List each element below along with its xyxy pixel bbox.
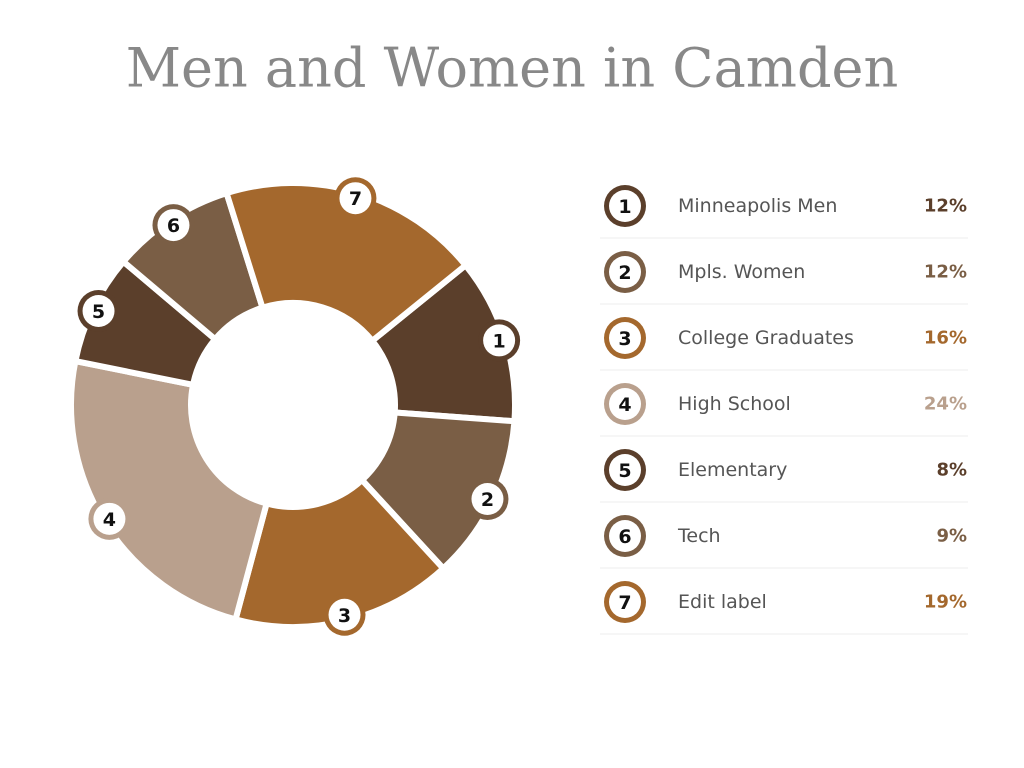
badge-number: 2 xyxy=(481,489,494,511)
badge xyxy=(609,388,641,420)
donut-segment xyxy=(68,357,271,624)
badge-number: 6 xyxy=(167,215,180,237)
legend-label: College Graduates xyxy=(678,327,854,349)
badge-number: 3 xyxy=(338,605,351,627)
badge xyxy=(93,502,126,535)
legend-value: 12% xyxy=(924,196,967,217)
legend-label: Elementary xyxy=(678,459,787,481)
legend-label: Edit label xyxy=(678,591,767,613)
badge xyxy=(483,324,516,357)
badge xyxy=(609,256,641,288)
legend-value: 12% xyxy=(924,262,967,283)
legend-value: 9% xyxy=(936,526,967,547)
badge xyxy=(609,586,641,618)
legend-label: High School xyxy=(678,393,791,415)
badge xyxy=(609,454,641,486)
badge-number: 2 xyxy=(618,262,631,284)
badge-number: 5 xyxy=(618,460,631,482)
badge xyxy=(339,182,372,215)
legend-label: Tech xyxy=(677,525,721,547)
badge xyxy=(471,483,504,516)
legend-value: 16% xyxy=(924,328,967,349)
chart-title: Men and Women in Camden xyxy=(126,37,899,100)
badge xyxy=(609,190,641,222)
badge-number: 6 xyxy=(618,526,631,548)
badge-number: 1 xyxy=(492,330,505,352)
badge-number: 7 xyxy=(349,188,362,210)
donut-segment xyxy=(231,475,448,630)
legend-value: 24% xyxy=(924,394,967,415)
badge-number: 5 xyxy=(92,301,105,323)
legend-value: 19% xyxy=(924,592,967,613)
badge-number: 1 xyxy=(618,196,631,218)
badge xyxy=(157,209,190,242)
legend-label: Minneapolis Men xyxy=(678,195,837,217)
legend-value: 8% xyxy=(936,460,967,481)
legend-label: Mpls. Women xyxy=(678,261,805,283)
badge-number: 7 xyxy=(618,592,631,614)
badge-number: 3 xyxy=(618,328,631,350)
badge-number: 4 xyxy=(103,509,116,531)
badge-number: 4 xyxy=(618,394,631,416)
donut-segment xyxy=(222,180,470,346)
badge xyxy=(82,294,115,327)
badge xyxy=(609,322,641,354)
badge xyxy=(328,598,361,631)
badge xyxy=(609,520,641,552)
